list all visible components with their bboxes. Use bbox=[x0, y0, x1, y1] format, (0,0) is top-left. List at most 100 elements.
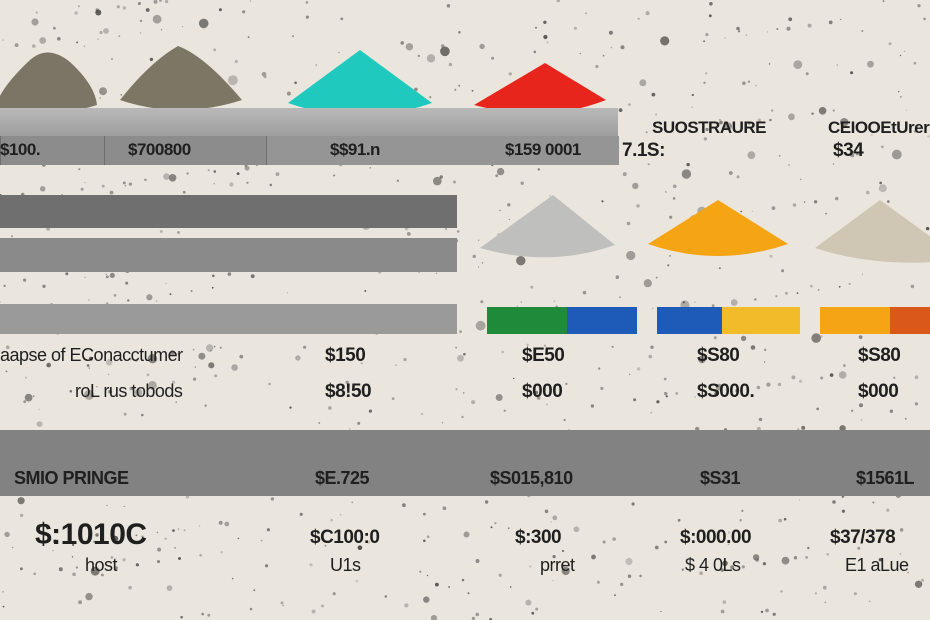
speckle bbox=[857, 546, 861, 550]
speckle bbox=[439, 175, 443, 179]
speckle bbox=[622, 172, 627, 177]
speckle bbox=[141, 413, 144, 417]
speckle bbox=[596, 580, 600, 584]
speckle bbox=[95, 9, 102, 16]
speckle bbox=[227, 75, 238, 86]
speckle bbox=[99, 30, 103, 35]
speckle bbox=[561, 566, 570, 576]
speckle bbox=[785, 291, 788, 295]
speckle bbox=[155, 300, 158, 302]
speckle bbox=[478, 266, 480, 268]
speckle bbox=[2, 591, 4, 593]
speckle bbox=[39, 186, 46, 192]
color-bar-blue bbox=[567, 307, 637, 334]
speckle bbox=[730, 299, 738, 306]
speckle bbox=[118, 35, 121, 37]
speckle bbox=[213, 48, 217, 52]
speckle bbox=[32, 395, 35, 398]
speckle bbox=[612, 537, 616, 541]
speckle bbox=[720, 568, 724, 572]
speckle bbox=[198, 18, 209, 29]
block-top-surface bbox=[0, 108, 618, 136]
speckle bbox=[672, 197, 676, 200]
speckle bbox=[754, 298, 757, 301]
speckle bbox=[768, 63, 771, 65]
speckle bbox=[144, 178, 147, 182]
block-label-4: $159 0001 bbox=[505, 140, 581, 159]
speckle bbox=[765, 608, 769, 613]
speckle bbox=[463, 352, 466, 356]
speckle bbox=[699, 571, 703, 575]
speckle bbox=[656, 400, 660, 404]
speckle bbox=[826, 553, 829, 556]
speckle bbox=[103, 28, 109, 34]
speckle bbox=[149, 57, 154, 62]
speckle bbox=[247, 36, 250, 38]
speckle bbox=[186, 172, 189, 175]
speckle bbox=[508, 218, 510, 221]
speckle bbox=[925, 226, 930, 231]
speckle bbox=[817, 289, 820, 291]
speckle bbox=[520, 181, 524, 185]
speckle bbox=[42, 284, 46, 288]
speckle bbox=[627, 574, 632, 578]
speckle bbox=[164, 537, 167, 540]
speckle bbox=[218, 520, 223, 525]
speckle bbox=[660, 36, 670, 46]
speckle bbox=[611, 345, 614, 348]
speckle bbox=[435, 272, 438, 275]
speckle bbox=[496, 167, 505, 176]
speckle bbox=[123, 505, 125, 507]
speckle bbox=[709, 2, 713, 6]
speckle bbox=[467, 592, 470, 595]
speckle bbox=[654, 545, 659, 550]
speckle bbox=[828, 20, 833, 25]
speckle bbox=[681, 568, 684, 571]
speckle bbox=[39, 37, 47, 44]
speckle bbox=[839, 118, 849, 127]
speckle bbox=[435, 582, 439, 587]
speckle bbox=[260, 539, 263, 542]
speckle bbox=[330, 518, 334, 522]
speckle bbox=[42, 350, 45, 353]
speckle bbox=[543, 344, 546, 347]
speckle bbox=[453, 180, 456, 184]
speckle bbox=[490, 526, 493, 529]
speckle bbox=[430, 615, 438, 620]
speckle bbox=[211, 286, 214, 289]
speckle bbox=[475, 559, 480, 563]
speckle bbox=[610, 46, 613, 49]
speckle bbox=[471, 89, 474, 92]
speckle bbox=[655, 276, 658, 279]
speckle bbox=[724, 122, 733, 131]
speckle bbox=[139, 32, 142, 34]
speckle bbox=[620, 45, 625, 50]
speckle bbox=[442, 506, 447, 511]
pile-teal bbox=[288, 50, 432, 116]
speckle bbox=[237, 537, 240, 540]
speckle bbox=[776, 28, 779, 30]
speckle bbox=[414, 87, 418, 92]
speckle bbox=[122, 181, 126, 185]
speckle bbox=[533, 50, 537, 54]
speckle bbox=[364, 290, 367, 292]
speckle bbox=[871, 134, 873, 136]
speckle bbox=[713, 336, 717, 340]
speckle bbox=[11, 546, 14, 549]
speckle bbox=[643, 279, 652, 288]
speckle bbox=[475, 612, 480, 617]
speckle bbox=[360, 347, 362, 350]
speckle bbox=[843, 364, 846, 367]
speckle bbox=[655, 113, 658, 116]
speckle bbox=[740, 210, 743, 213]
speckle bbox=[426, 535, 430, 538]
speckle bbox=[224, 521, 230, 527]
speckle bbox=[83, 45, 85, 47]
speckle bbox=[166, 585, 173, 591]
speckle bbox=[888, 42, 892, 46]
speckle bbox=[579, 52, 582, 55]
speckle bbox=[783, 517, 787, 521]
speckle bbox=[227, 272, 232, 276]
speckle bbox=[715, 383, 723, 391]
